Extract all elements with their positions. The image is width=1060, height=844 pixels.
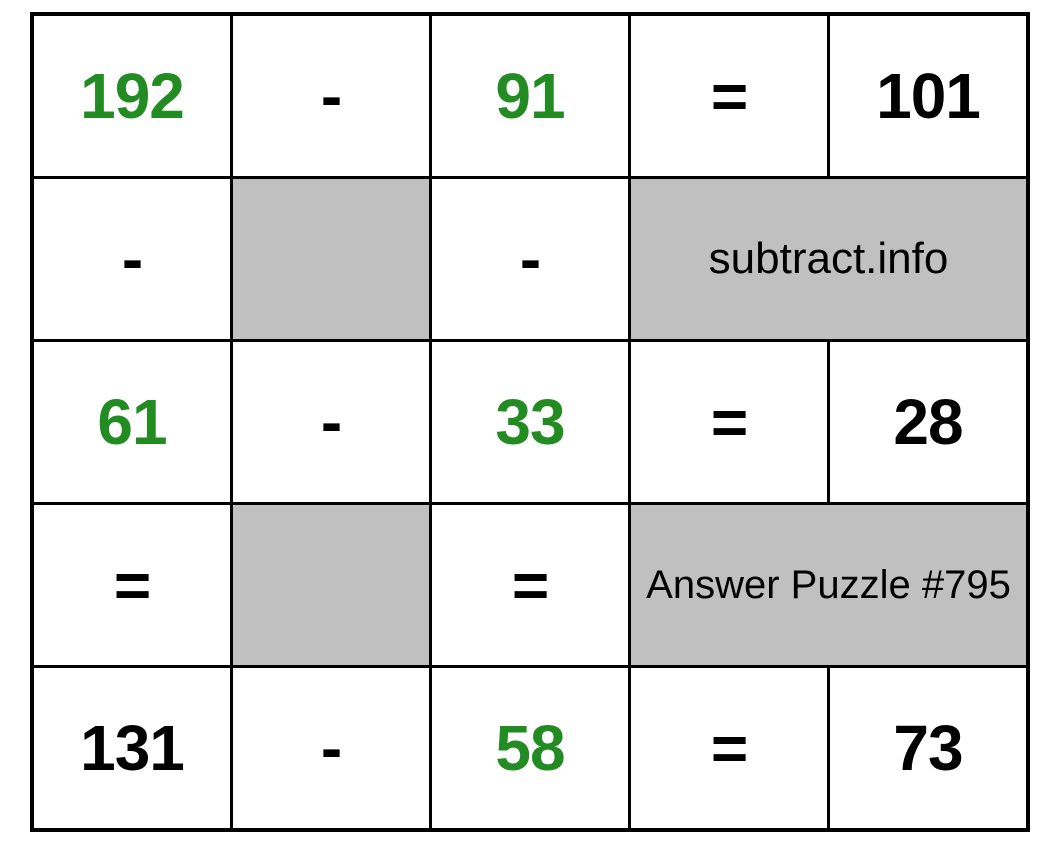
cell-r3c2: - [233, 342, 429, 502]
cell-r4c2 [233, 505, 429, 665]
cell-r2c1: - [34, 179, 230, 339]
site-label: subtract.info [631, 179, 1026, 339]
cell-r4c1: = [34, 505, 230, 665]
cell-r3c5: 28 [830, 342, 1026, 502]
cell-r2c2 [233, 179, 429, 339]
cell-r2c3: - [432, 179, 628, 339]
cell-r3c4: = [631, 342, 827, 502]
cell-r1c5: 101 [830, 16, 1026, 176]
cell-r5c1: 131 [34, 668, 230, 828]
cell-r4c3: = [432, 505, 628, 665]
cell-r5c5: 73 [830, 668, 1026, 828]
cell-r5c4: = [631, 668, 827, 828]
cell-r1c1: 192 [34, 16, 230, 176]
cell-r1c4: = [631, 16, 827, 176]
cell-r5c2: - [233, 668, 429, 828]
answer-label: Answer Puzzle #795 [631, 505, 1026, 665]
puzzle-grid: 192 - 91 = 101 - - subtract.info 61 - 33… [30, 12, 1030, 832]
cell-r5c3: 58 [432, 668, 628, 828]
cell-r1c3: 91 [432, 16, 628, 176]
cell-r1c2: - [233, 16, 429, 176]
cell-r3c3: 33 [432, 342, 628, 502]
cell-r3c1: 61 [34, 342, 230, 502]
